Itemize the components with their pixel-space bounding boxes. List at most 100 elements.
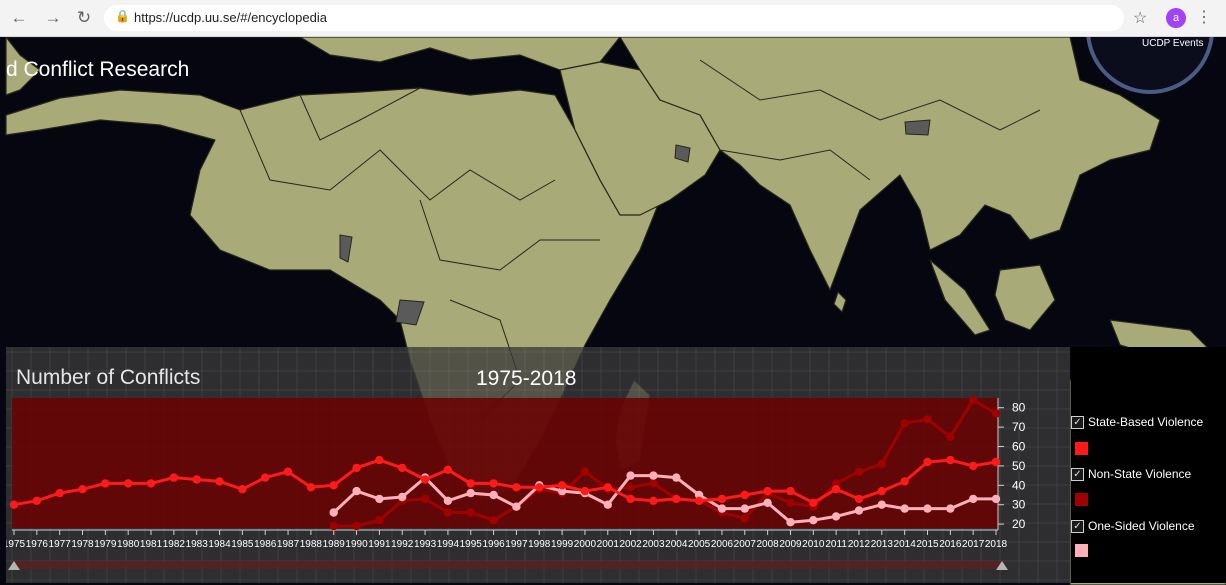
- data-point: [146, 479, 156, 488]
- data-point: [557, 486, 567, 496]
- y-tick-label: 40: [1012, 478, 1026, 492]
- x-tick-label: 1998: [528, 539, 551, 550]
- legend-swatch-non-state: [1075, 493, 1088, 506]
- chart-legend: ✓ State-Based Violence ✓ Non-State Viole…: [1071, 347, 1226, 583]
- series-state-based-violence: [9, 455, 1001, 509]
- data-point: [946, 455, 955, 465]
- x-tick-label: 2008: [757, 539, 780, 550]
- legend-label: State-Based Violence: [1088, 415, 1204, 429]
- y-tick-label: 60: [1012, 440, 1026, 454]
- chart-period: 1975-2018: [476, 367, 577, 390]
- data-point: [512, 483, 521, 492]
- data-point: [420, 475, 430, 484]
- x-tick-label: 1977: [49, 539, 72, 550]
- data-point: [466, 488, 475, 498]
- checkbox-icon[interactable]: ✓: [1071, 520, 1084, 533]
- data-point: [991, 494, 1001, 504]
- data-point: [352, 486, 361, 496]
- sumatra: [929, 259, 991, 336]
- data-point: [261, 473, 270, 482]
- x-tick-label: 2001: [597, 539, 620, 550]
- data-point: [946, 504, 955, 513]
- data-point: [101, 479, 110, 488]
- events-label[interactable]: UCDP Events: [1142, 38, 1204, 49]
- data-point: [443, 465, 453, 474]
- checkbox-icon[interactable]: ✓: [1071, 468, 1084, 481]
- x-tick-label: 1994: [437, 539, 460, 550]
- data-point: [306, 483, 316, 492]
- x-tick-label: 2011: [825, 539, 847, 550]
- browser-menu-icon[interactable]: ⋮: [1196, 9, 1212, 26]
- data-point: [923, 504, 932, 513]
- x-tick-label: 2000: [574, 539, 597, 550]
- data-point: [489, 479, 498, 488]
- x-tick-label: 1991: [368, 539, 391, 550]
- data-point: [215, 477, 224, 486]
- data-point: [329, 508, 338, 517]
- data-point: [580, 467, 590, 476]
- range-end-handle-icon[interactable]: [996, 561, 1008, 570]
- data-point: [831, 512, 841, 521]
- data-point: [466, 508, 475, 517]
- range-start-handle-icon[interactable]: [8, 561, 20, 570]
- address-bar[interactable]: 🔒 https://ucdp.uu.se/#/encyclopedia: [104, 5, 1124, 31]
- data-point: [786, 486, 795, 496]
- data-point: [991, 457, 1001, 467]
- data-point: [672, 473, 681, 482]
- data-point: [877, 459, 886, 469]
- data-point: [786, 498, 795, 507]
- x-tick-label: 1987: [277, 539, 300, 550]
- data-point: [420, 494, 430, 504]
- data-point: [9, 500, 19, 509]
- x-tick-label: 2012: [848, 539, 871, 550]
- data-point: [900, 477, 909, 486]
- events-globe-widget: [1086, 37, 1214, 94]
- x-tick-label: 2005: [688, 539, 711, 550]
- data-point: [809, 498, 818, 507]
- data-point: [375, 494, 384, 504]
- data-point: [375, 516, 384, 525]
- x-tick-label: 1982: [163, 539, 186, 550]
- borneo: [994, 264, 1056, 331]
- legend-label: Non-State Violence: [1088, 467, 1192, 481]
- x-tick-label: 1985: [231, 539, 254, 550]
- chart-title: Number of Conflicts: [16, 366, 201, 389]
- x-tick-label: 2003: [642, 539, 665, 550]
- data-point: [877, 500, 886, 509]
- data-point: [854, 467, 864, 476]
- checkbox-icon[interactable]: ✓: [1071, 416, 1084, 429]
- data-point: [831, 485, 841, 494]
- data-point: [900, 504, 909, 513]
- data-point: [991, 409, 1001, 418]
- x-tick-label: 1989: [323, 539, 346, 550]
- forward-arrow-icon[interactable]: →: [44, 8, 62, 27]
- data-point: [352, 463, 361, 473]
- data-point: [283, 467, 293, 476]
- x-tick-label: 2004: [665, 539, 688, 550]
- data-point: [923, 415, 932, 424]
- data-point: [740, 490, 749, 500]
- data-point: [786, 518, 795, 527]
- url-text[interactable]: https://ucdp.uu.se/#/encyclopedia: [134, 10, 327, 25]
- data-point: [763, 498, 772, 507]
- x-tick-label: 1976: [26, 539, 49, 550]
- data-point: [763, 486, 772, 496]
- data-point: [352, 521, 361, 531]
- x-tick-label: 2014: [894, 539, 917, 550]
- x-tick-label: 1993: [414, 539, 437, 550]
- y-tick-label: 50: [1012, 459, 1026, 473]
- data-point: [55, 488, 64, 498]
- back-arrow-icon[interactable]: ←: [10, 8, 28, 27]
- chart-series: [9, 395, 1001, 531]
- data-point: [443, 508, 453, 517]
- x-tick-label: 1997: [505, 539, 528, 550]
- data-point: [831, 479, 841, 488]
- x-tick-label: 2006: [711, 539, 734, 550]
- x-tick-label: 1975: [6, 539, 26, 550]
- reload-icon[interactable]: ↻: [76, 8, 92, 27]
- data-point: [192, 475, 201, 484]
- asia-landmass: [619, 37, 1161, 291]
- profile-avatar[interactable]: a: [1166, 8, 1186, 28]
- data-point: [512, 502, 521, 511]
- bookmark-star-icon[interactable]: ☆: [1133, 10, 1148, 27]
